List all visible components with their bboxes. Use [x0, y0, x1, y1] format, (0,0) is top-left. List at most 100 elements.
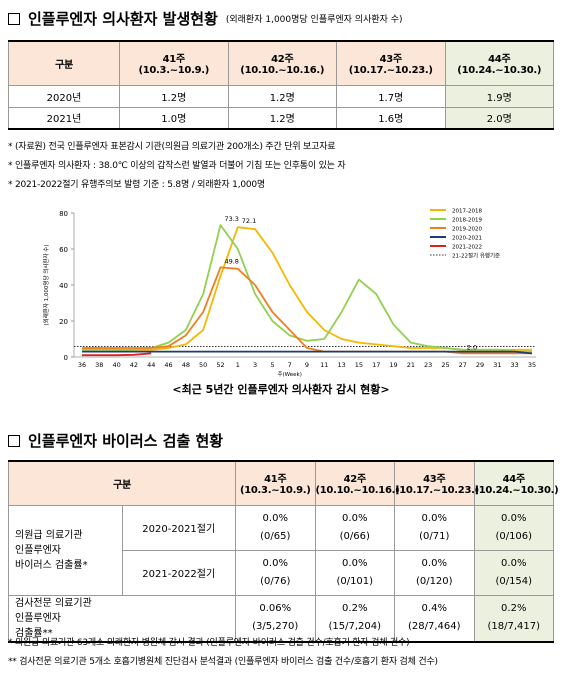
date-range: (10.10.~10.16.) [240, 65, 325, 77]
cell: 0.0% (0/66) [314, 504, 395, 551]
data-row: 2021-2022절기 0.0% (0/76) 0.0% (0/101) 0.0% (0/1… [9, 549, 554, 596]
date-range: (10.3.~10.9.) [239, 485, 311, 497]
group-label: 의원급 의료기관 인플루엔자 바이러스 검출률* [8, 504, 123, 596]
cell: 0.0% (0/76) [235, 549, 316, 596]
date-range: (10.24.~10.30.) [474, 485, 559, 497]
count: (0/76) [260, 575, 291, 587]
x-tick-label: 29 [476, 361, 484, 369]
rate: 0.0% [421, 557, 447, 569]
x-tick-label: 52 [216, 361, 224, 369]
week: 43주 [423, 474, 446, 486]
annotation: 49.8 [224, 257, 238, 265]
x-tick-label: 27 [459, 361, 467, 369]
week: 41주 [162, 54, 186, 66]
subtitle: (외래환자 1,000명당 인플루엔자 의사환자 수) [225, 15, 403, 25]
date-range: (10.17.~10.23.) [395, 485, 479, 497]
week: 44주 [502, 474, 526, 486]
data-row: 의원급 의료기관 인플루엔자 바이러스 검출률* 2020-2021절기 0.0% (… [8, 504, 554, 596]
notes: * (자료원) 전국 인플루엔자 표본감시 기관(의원급 의료기관 200개소)… [8, 138, 346, 195]
x-tick-label: 42 [130, 361, 138, 369]
header-row: 구분 41주 (10.3.~10.9.) 42주 (10.10.~10.16.) 43주(… [8, 40, 554, 86]
cell: 1.7명 [336, 84, 446, 108]
x-tick-label: 19 [389, 361, 397, 369]
x-tick-label: 11 [320, 361, 328, 369]
group-label: 검사전문 의료기관 인플루엔자 검출률** [8, 594, 236, 642]
date-range: (10.17.~10.23.) [348, 65, 433, 77]
x-tick-label: 31 [493, 361, 501, 369]
cell: 0.0% (0/106) [473, 504, 554, 551]
rate: 0.0% [501, 512, 527, 524]
cell: 1.2명 [227, 84, 337, 108]
x-tick-label: 25 [441, 361, 449, 369]
y-tick-label: 60 [59, 246, 68, 254]
note: * (자료원) 전국 인플루엔자 표본감시 기관(의원급 의료기관 200개소)… [8, 142, 336, 152]
cell: 1.2명 [119, 84, 229, 108]
cell: 0.2% (15/7,204) [314, 594, 395, 642]
data-row: 2021년 1.0명 1.2명 1.6명 2.0명 [8, 106, 554, 130]
x-tick-label: 15 [355, 361, 363, 369]
x-tick-label: 35 [528, 361, 536, 369]
y-tick-label: 80 [59, 210, 68, 218]
column-header: 43주 (10.17.~10.23.) [336, 40, 446, 86]
column-header: 42주 (10.10.~10.16.) [227, 40, 337, 86]
date-range: (10.3.~10.9.) [138, 65, 210, 77]
week: 42주 [343, 474, 367, 486]
rate: 0.0% [342, 512, 368, 524]
x-tick-label: 40 [112, 361, 120, 369]
x-tick-label: 33 [511, 361, 519, 369]
legend-label: 2020-2021 [452, 236, 482, 242]
column-header: 43주 (10.17.~10.23.) [394, 460, 479, 506]
count: (3/5,270) [252, 621, 299, 632]
cell: 1.0명 [119, 106, 229, 130]
chart-caption: <최근 5년간 인플루엔자 의사환자 감시 현황> [172, 383, 390, 396]
x-tick-label: 44 [147, 361, 155, 369]
square-bullet [8, 434, 20, 447]
count: (15/7,204) [328, 621, 382, 632]
legend-label: 2017-2018 [452, 209, 482, 215]
notes: * 의원급 의료기관 63개소 외래환자 병원체 감시 결과 (인플루엔자 바이… [8, 634, 438, 672]
cell: 1.9명 [444, 84, 554, 108]
square-bullet [8, 12, 20, 25]
data-row: 검사전문 의료기관 인플루엔자 검출률** 0.06% (3/5,270) 0.2% (… [8, 594, 554, 642]
rate: 0.0% [421, 512, 447, 524]
note: ** 검사전문 의료기관 5개소 호흡기병원체 진단검사 분석결과 (인플루엔자… [8, 657, 438, 667]
row-label: 2020-2021절기 [121, 504, 236, 551]
count: (0/66) [339, 530, 370, 542]
rate: 0.0% [342, 557, 368, 569]
corner-cell: 구분 [8, 40, 120, 86]
rate: 0.4% [421, 603, 447, 614]
date-range: (10.24.~10.30.) [457, 65, 542, 77]
rate: 0.0% [262, 557, 288, 569]
count: (0/120) [415, 575, 453, 587]
legend-label: 2018-2019 [452, 218, 482, 224]
x-tick-label: 48 [182, 361, 190, 369]
detection-table: 구분 41주 (10.3.~10.9.) 42주 (10.10.~10.16.) 43주(… [8, 460, 559, 643]
column-header: 42주 (10.10.~10.16.) [314, 460, 400, 506]
week: 43주 [379, 54, 403, 66]
series-line [82, 352, 152, 357]
week: 42주 [271, 54, 294, 66]
annotation: 73.3 [224, 215, 238, 223]
x-tick-label: 5 [270, 361, 274, 369]
y-tick-label: 20 [59, 318, 68, 326]
series-line [82, 266, 532, 355]
data-row: 2020년 1.2명 1.2명 1.7명 1.9명 [8, 84, 554, 108]
rate: 0.0% [262, 512, 288, 524]
x-tick-label: 17 [372, 361, 380, 369]
rate: 0.0% [501, 557, 527, 569]
x-tick-label: 36 [78, 361, 86, 369]
legend-label: 2019-2020 [452, 227, 482, 233]
cell: 0.4% (28/7,464) [394, 594, 475, 642]
note: * 2021-2022절기 유행주의보 발령 기준 : 5.8명 / 외래환자 … [8, 180, 266, 190]
x-tick-label: 1 [236, 361, 240, 369]
cell: 2.0명 [444, 106, 554, 130]
count: (18/7,417) [487, 621, 541, 632]
cell: 0.0% (0/65) [235, 504, 316, 551]
row-label: 2021년 [8, 106, 120, 130]
title: 인플루엔자 의사환자 발생현황 [28, 10, 218, 28]
cell: 0.0% (0/101) [314, 549, 395, 596]
legend-label: 21-22절기 유행기준 [452, 252, 500, 260]
x-tick-label: 9 [305, 361, 309, 369]
legend-label: 2021-2022 [452, 245, 482, 251]
